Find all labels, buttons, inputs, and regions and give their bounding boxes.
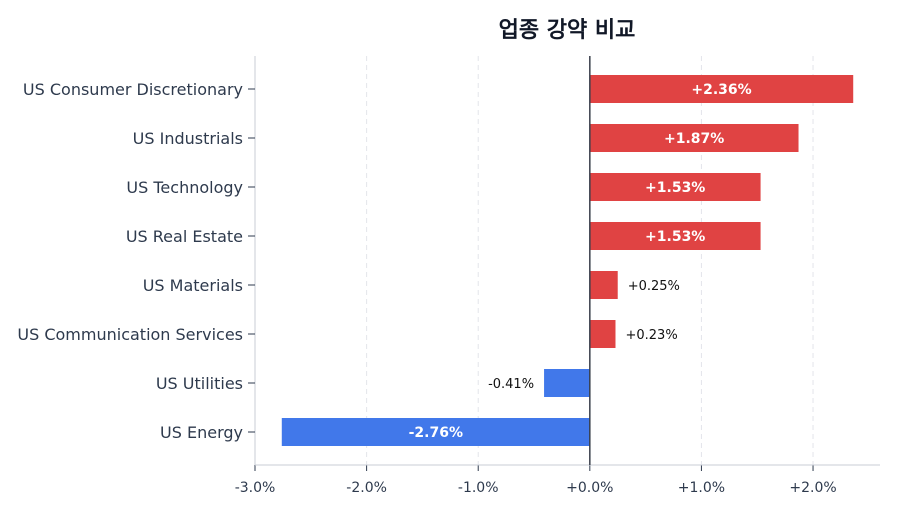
- category-label: US Communication Services: [17, 325, 243, 344]
- category-label: US Utilities: [156, 374, 243, 393]
- bar: [281, 418, 590, 446]
- bar: [589, 75, 854, 103]
- category-label: US Industrials: [133, 129, 243, 148]
- data-label: -2.76%: [409, 425, 463, 441]
- bar: [544, 369, 590, 397]
- bar: [589, 222, 761, 250]
- grid: [254, 56, 814, 465]
- data-label: +2.36%: [691, 82, 751, 98]
- data-label: +1.53%: [645, 180, 705, 196]
- x-tick-label: +1.0%: [678, 480, 725, 496]
- bar: [589, 124, 799, 152]
- data-label: +0.25%: [628, 279, 680, 294]
- chart-title: 업종 강약 비교: [499, 18, 636, 43]
- category-label: US Consumer Discretionary: [23, 80, 243, 99]
- bars: +2.36% +1.87% +1.53% +1.53% +0.25% +0.23% -0.4…: [281, 75, 854, 446]
- x-tick-label: +0.0%: [566, 480, 613, 496]
- x-tick-label: -2.0%: [346, 480, 387, 496]
- x-tick-label: -1.0%: [458, 480, 499, 496]
- x-tick-label: +2.0%: [789, 480, 836, 496]
- axes: -3.0% -2.0% -1.0% +0.0% +1.0% +2.0% US Consume…: [17, 56, 880, 496]
- category-label: US Real Estate: [126, 227, 243, 246]
- category-label: US Technology: [126, 178, 243, 197]
- data-label: +1.53%: [645, 229, 705, 245]
- bar: [589, 320, 616, 348]
- x-tick-label: -3.0%: [235, 480, 276, 496]
- data-label: +0.23%: [625, 328, 677, 343]
- bar: [589, 173, 761, 201]
- data-label: +1.87%: [664, 131, 724, 147]
- data-label: -0.41%: [488, 377, 534, 392]
- category-label: US Energy: [160, 423, 243, 442]
- bar: [589, 271, 618, 299]
- category-label: US Materials: [143, 276, 243, 295]
